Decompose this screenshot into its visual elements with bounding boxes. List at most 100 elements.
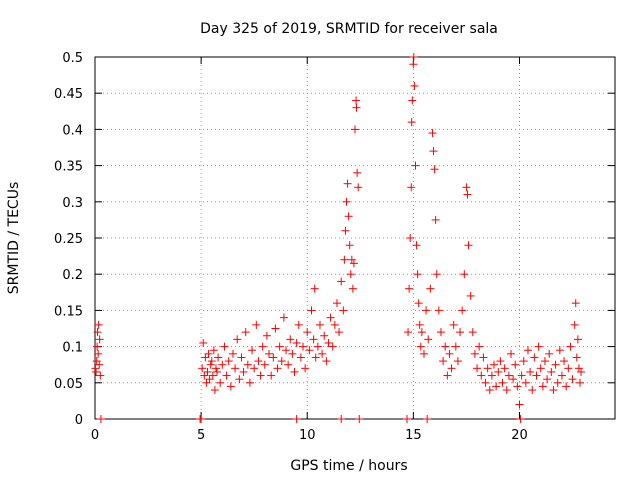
data-point-marker bbox=[265, 349, 274, 358]
data-point-marker bbox=[575, 378, 584, 387]
data-point-marker bbox=[214, 353, 223, 362]
data-point-marker bbox=[504, 371, 513, 380]
data-point-marker bbox=[412, 241, 421, 250]
data-point-marker bbox=[290, 367, 299, 376]
data-point-marker bbox=[530, 353, 539, 362]
data-point-marker bbox=[205, 375, 214, 384]
data-point-marker bbox=[436, 328, 445, 337]
data-point-marker bbox=[517, 371, 526, 380]
x-tick-label: 5 bbox=[197, 428, 205, 443]
y-tick-label: 0.1 bbox=[62, 341, 83, 356]
data-point-marker bbox=[311, 353, 320, 362]
data-point-marker bbox=[403, 415, 411, 423]
y-axis-label: SRMTID / TECUs bbox=[6, 182, 22, 295]
data-point-marker bbox=[206, 360, 215, 369]
data-point-marker bbox=[407, 183, 416, 192]
data-point-marker bbox=[324, 338, 333, 347]
data-point-marker bbox=[237, 353, 246, 362]
data-point-marker bbox=[198, 364, 207, 373]
data-point-marker bbox=[243, 360, 252, 369]
data-point-marker bbox=[443, 371, 452, 380]
data-point-marker bbox=[245, 378, 254, 387]
data-point-marker bbox=[511, 360, 520, 369]
data-point-marker bbox=[305, 346, 314, 355]
data-point-marker bbox=[222, 371, 231, 380]
data-point-marker bbox=[502, 386, 511, 395]
data-point-marker bbox=[562, 382, 571, 391]
data-point-marker bbox=[95, 335, 104, 344]
data-point-marker bbox=[463, 190, 472, 199]
data-point-marker bbox=[470, 349, 479, 358]
data-point-marker bbox=[286, 335, 295, 344]
data-point-marker bbox=[203, 367, 212, 376]
data-point-marker bbox=[414, 299, 423, 308]
data-point-marker bbox=[415, 320, 424, 329]
data-point-marker bbox=[424, 335, 433, 344]
data-point-marker bbox=[241, 328, 250, 337]
data-point-marker bbox=[509, 375, 518, 384]
data-point-marker bbox=[201, 353, 210, 362]
data-point-marker bbox=[200, 371, 209, 380]
data-point-marker bbox=[494, 367, 503, 376]
data-point-marker bbox=[267, 371, 276, 380]
data-point-marker bbox=[248, 346, 257, 355]
data-point-marker bbox=[409, 60, 418, 69]
data-point-marker bbox=[284, 360, 293, 369]
data-point-marker bbox=[345, 241, 354, 250]
data-point-marker bbox=[516, 415, 525, 423]
data-point-marker bbox=[432, 270, 441, 279]
data-point-marker bbox=[349, 259, 358, 268]
data-point-marker bbox=[519, 357, 528, 366]
data-point-marker bbox=[423, 415, 432, 423]
data-point-marker bbox=[231, 364, 240, 373]
data-point-marker bbox=[481, 378, 490, 387]
data-point-marker bbox=[521, 378, 530, 387]
data-point-marker bbox=[413, 270, 422, 279]
data-point-marker bbox=[228, 349, 237, 358]
data-point-marker bbox=[208, 371, 217, 380]
data-point-marker bbox=[313, 342, 322, 351]
data-point-marker bbox=[431, 215, 440, 224]
data-point-marker bbox=[307, 306, 316, 315]
y-tick-label: 0.05 bbox=[54, 377, 83, 392]
y-tick-label: 0.5 bbox=[62, 51, 83, 66]
data-point-marker bbox=[209, 346, 218, 355]
data-point-marker bbox=[95, 360, 104, 369]
data-point-marker bbox=[322, 357, 331, 366]
data-point-marker bbox=[294, 320, 303, 329]
data-point-marker bbox=[487, 371, 496, 380]
data-point-marker bbox=[233, 335, 242, 344]
data-point-marker bbox=[498, 378, 507, 387]
data-point-marker bbox=[545, 349, 554, 358]
data-point-marker bbox=[416, 342, 425, 351]
data-point-marker bbox=[292, 338, 301, 347]
data-point-marker bbox=[551, 360, 560, 369]
data-point-marker bbox=[347, 255, 356, 264]
data-point-marker bbox=[328, 342, 337, 351]
data-point-marker bbox=[404, 328, 413, 337]
data-point-marker bbox=[220, 342, 229, 351]
data-point-marker bbox=[411, 161, 420, 170]
data-point-marker bbox=[477, 371, 486, 380]
data-point-marker bbox=[315, 320, 324, 329]
x-tick-label: 20 bbox=[511, 428, 528, 443]
data-point-marker bbox=[429, 147, 438, 156]
y-tick-label: 0.2 bbox=[62, 268, 83, 283]
data-point-marker bbox=[538, 382, 547, 391]
data-point-marker bbox=[458, 306, 467, 315]
data-point-marker bbox=[468, 328, 477, 337]
data-point-marker bbox=[337, 277, 346, 286]
data-point-marker bbox=[197, 415, 206, 423]
data-point-marker bbox=[216, 378, 225, 387]
data-point-marker bbox=[485, 386, 494, 395]
data-point-marker bbox=[571, 299, 580, 308]
data-point-marker bbox=[496, 357, 505, 366]
data-point-marker bbox=[93, 342, 102, 351]
data-point-marker bbox=[441, 342, 450, 351]
data-point-marker bbox=[492, 382, 501, 391]
data-point-marker bbox=[340, 255, 349, 264]
data-point-marker bbox=[275, 342, 284, 351]
data-point-marker bbox=[407, 118, 416, 127]
data-point-marker bbox=[288, 349, 297, 358]
